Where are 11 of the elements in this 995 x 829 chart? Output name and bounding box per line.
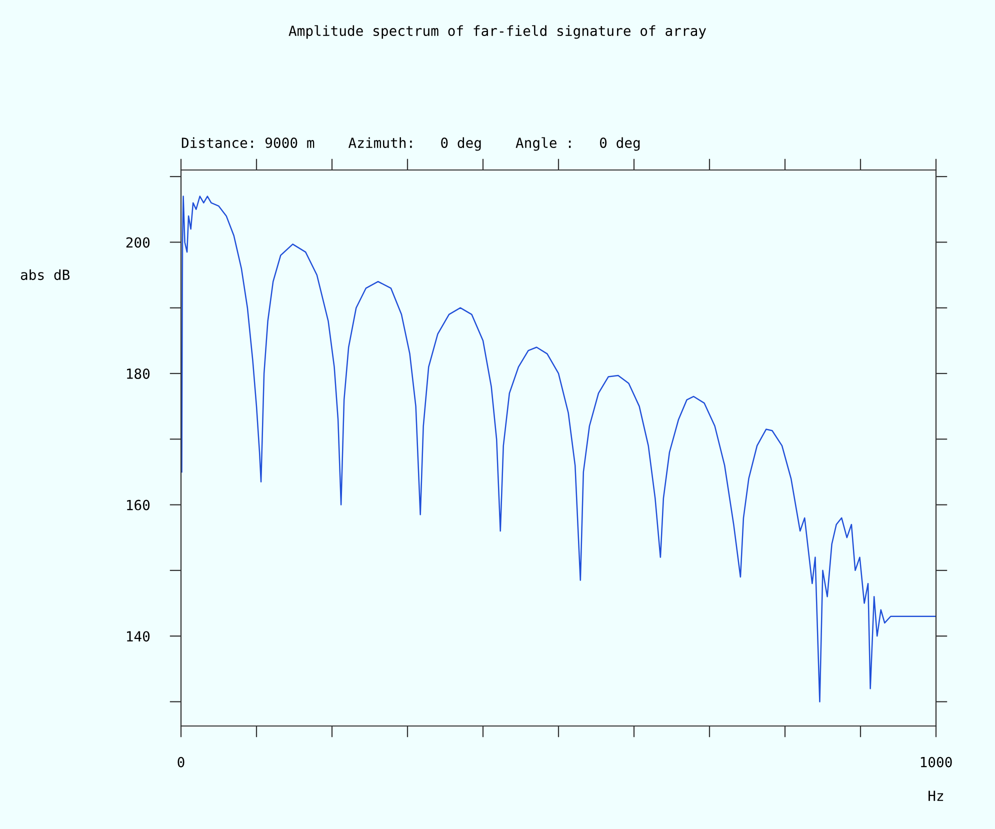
line-series [181, 196, 936, 702]
y-tick-label: 180 [127, 368, 150, 380]
x-axis-title: Hz [928, 790, 944, 801]
chart-title: Amplitude spectrum of far-field signature of array [288, 25, 706, 39]
x-tick-label: 1000 [920, 756, 952, 768]
y-tick-label: 200 [126, 237, 150, 248]
y-tick-label: 140 [127, 631, 150, 642]
x-tick-label: 0 [178, 756, 184, 768]
y-axis-title: abs dB [20, 269, 70, 280]
y-tick-label: 160 [127, 500, 150, 510]
chart-subtitle: Distance: 9000 m Azimuth: 0 deg Angle : 0 deg [182, 137, 640, 151]
